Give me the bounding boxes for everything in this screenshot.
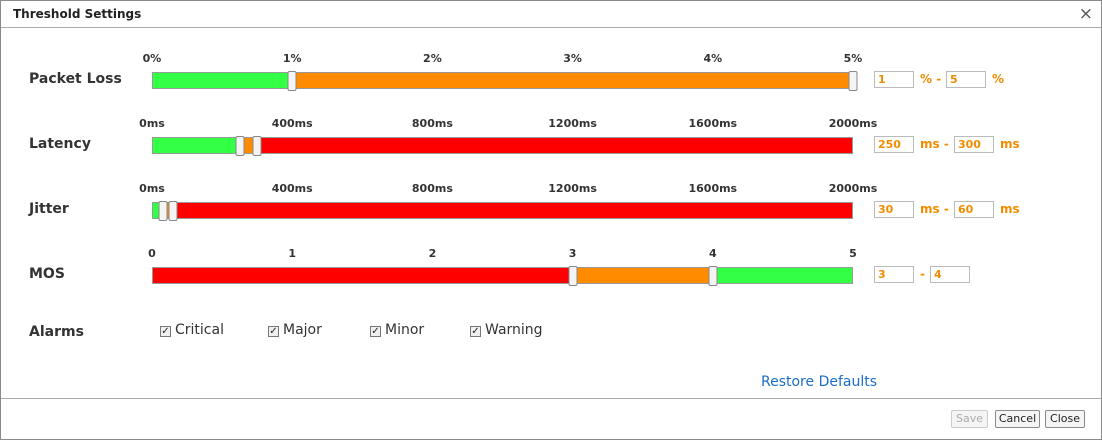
tick-label: 5% [843,52,863,65]
tick-label: 4% [703,52,723,65]
cancel-button[interactable]: Cancel [995,410,1040,428]
tick-label: 800ms [411,182,453,195]
slider-handle[interactable] [252,136,262,156]
segment-low [153,268,574,283]
checkbox[interactable]: ✓ [470,326,481,337]
row-label: Latency [29,136,91,152]
restore-defaults-link[interactable]: Restore Defaults [761,374,878,390]
checkbox-label[interactable]: Major [283,322,322,338]
segment-high [258,138,852,153]
unit: ms [1000,202,1020,216]
slider-track [152,72,853,89]
title-divider [1,27,1101,28]
low-input[interactable]: 3 [874,266,914,283]
close-button[interactable]: Close [1045,410,1085,428]
tick-label: 4 [708,247,717,260]
unit: ms [1000,137,1020,151]
tick-label: 2% [423,52,442,65]
tick-label: 2000ms [828,117,878,130]
tick-label: 3% [563,52,582,65]
alarms-label: Alarms [29,324,84,340]
tick-label: 1600ms [688,117,738,130]
tick-label: 0ms [139,182,165,195]
tick-label: 2000ms [828,182,878,195]
unit: % [992,72,1005,86]
high-input[interactable]: 300 [954,136,994,153]
high-input[interactable]: 5 [946,71,986,88]
close-icon[interactable]: × [1078,4,1093,24]
tick-label: 5 [849,247,857,260]
checkbox-label[interactable]: Critical [175,322,224,338]
row-label: MOS [29,266,65,282]
high-input[interactable]: 60 [954,201,994,218]
low-input[interactable]: 1 [874,71,914,88]
tick-label: 400ms [271,117,313,130]
slider-track [152,137,853,154]
checkbox-label[interactable]: Minor [385,322,425,338]
tick-label: 800ms [411,117,453,130]
low-input[interactable]: 30 [874,201,914,218]
low-input[interactable]: 250 [874,136,914,153]
tick-label: 3 [568,247,577,260]
slider-track [152,202,853,219]
checkbox[interactable]: ✓ [160,326,171,337]
checkbox-label[interactable]: Warning [485,322,543,338]
footer-divider [1,398,1101,399]
tick-label: 0% [142,52,162,65]
tick-label: 1 [288,247,297,260]
tick-label: 400ms [271,182,313,195]
checkbox[interactable]: ✓ [370,326,381,337]
tick-label: 2 [428,247,437,260]
separator: ms - [920,137,949,151]
slider-track [152,267,853,284]
tick-label: 0 [148,247,156,260]
tick-label: 1600ms [688,182,738,195]
separator: % - [920,72,942,86]
row-label: Packet Loss [29,71,122,87]
checkbox[interactable]: ✓ [268,326,279,337]
segment-mid [573,268,714,283]
tick-label: 1200ms [548,182,597,195]
separator: - [920,267,925,281]
separator: ms - [920,202,949,216]
segment-high [174,203,852,218]
segment-low [153,138,241,153]
segment-high [713,268,852,283]
slider-handle[interactable] [168,201,178,221]
slider-handle[interactable] [848,71,858,91]
tick-label: 1% [282,52,302,65]
slider-handle[interactable] [287,71,297,91]
high-input[interactable]: 4 [930,266,970,283]
dialog-title: Threshold Settings [13,7,142,21]
row-label: Jitter [29,201,69,217]
slider-handle[interactable] [158,201,167,221]
segment-mid [293,73,852,88]
slider-handle[interactable] [708,266,718,286]
tick-label: 0ms [139,117,165,130]
slider-handle[interactable] [235,136,245,156]
tick-label: 1200ms [548,117,597,130]
save-button[interactable]: Save [951,410,988,428]
slider-handle[interactable] [568,266,578,286]
segment-low [153,73,294,88]
